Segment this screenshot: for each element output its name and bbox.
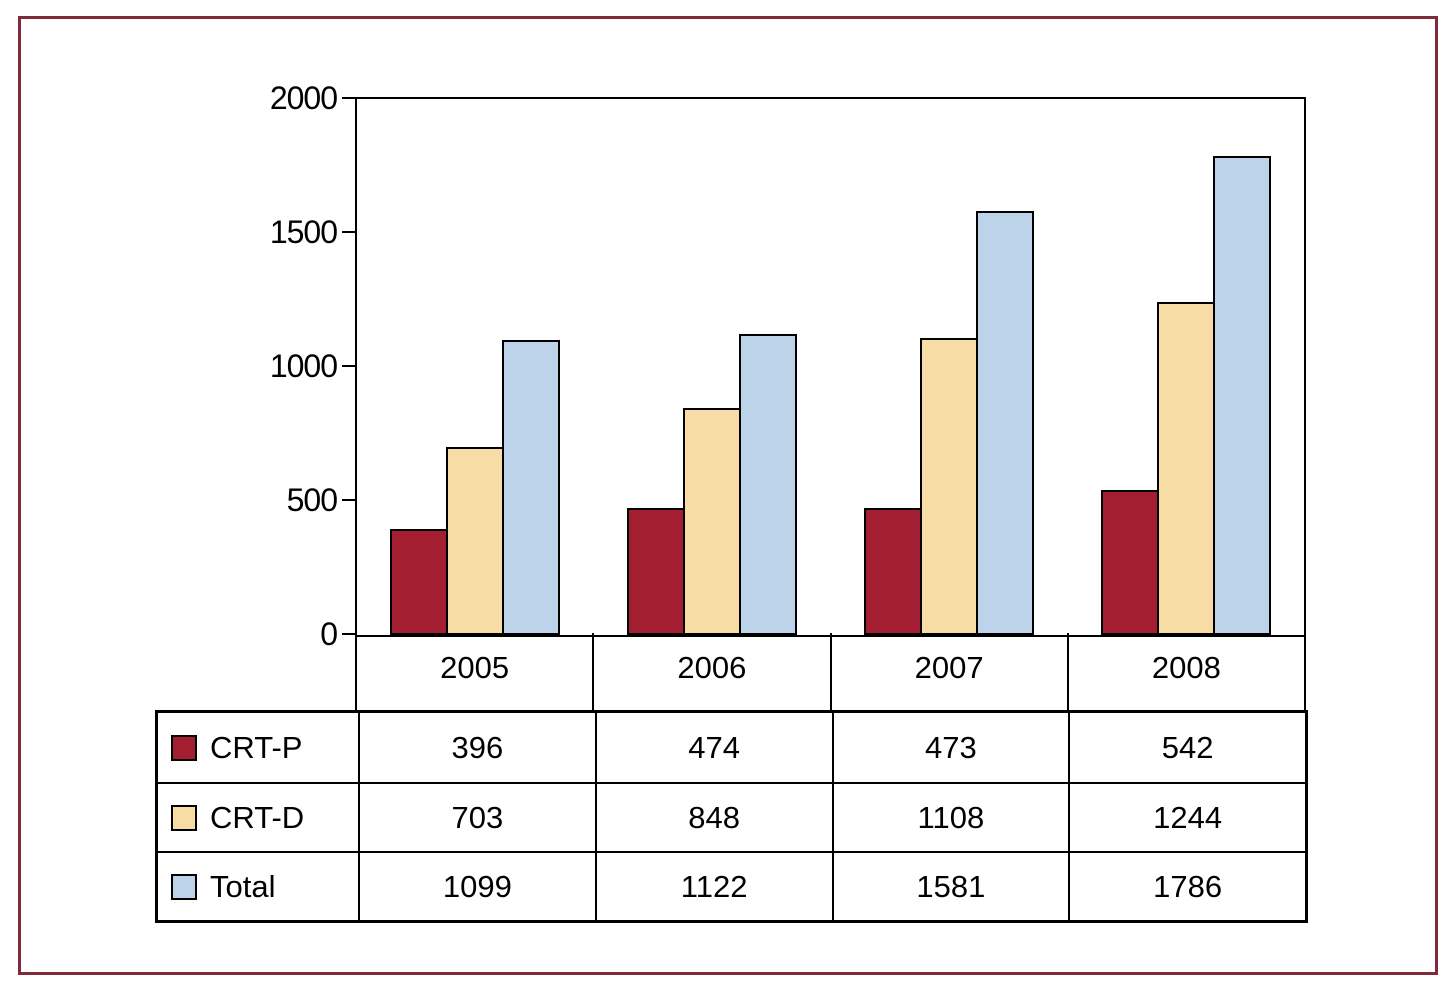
- x-axis-category-2005: 2005: [357, 633, 595, 710]
- bar-crt-p-2008: [1101, 490, 1159, 635]
- y-axis-label: 1500: [269, 214, 338, 250]
- y-axis-tick-mark: [342, 633, 355, 635]
- y-axis-label: 500: [286, 482, 338, 518]
- bar-crt-d-2006: [683, 408, 741, 635]
- table-value-cell: 1581: [831, 851, 1069, 920]
- legend-label: CRT-P: [210, 729, 303, 765]
- table-legend-cell-crt-d: CRT-D: [158, 782, 358, 851]
- data-table: CRT-P 396 474 473 542 CRT-D 703 848 1108 1244 Tota…: [155, 710, 1308, 923]
- bar-total-2005: [502, 340, 560, 635]
- plot-area: [355, 97, 1306, 637]
- table-value-cell: 1122: [594, 851, 832, 920]
- bar-crt-p-2006: [627, 508, 685, 635]
- figure-frame: 2005 2006 2007 2008 CRT-P 396 474 473 542 CRT-D 7…: [18, 16, 1438, 975]
- table-value-cell: 703: [358, 782, 595, 851]
- x-axis-category-2007: 2007: [832, 633, 1069, 710]
- y-axis-tick-mark: [342, 365, 355, 367]
- bar-crt-d-2007: [920, 338, 978, 635]
- y-axis-label: 0: [320, 616, 338, 652]
- table-value-cell: 473: [831, 713, 1069, 782]
- y-axis-tick-mark: [342, 231, 355, 233]
- table-value-cell: 1108: [831, 782, 1069, 851]
- y-axis-label: 2000: [269, 80, 338, 116]
- x-axis-category-2008: 2008: [1151, 649, 1221, 685]
- legend-label: Total: [210, 868, 276, 904]
- bar-crt-p-2007: [864, 508, 922, 635]
- bar-total-2006: [739, 334, 797, 635]
- x-axis-category-row: 2005 2006 2007 2008: [355, 633, 1306, 710]
- y-axis-tick-mark: [342, 499, 355, 501]
- table-value-cell: 1099: [358, 851, 595, 920]
- x-axis-category-2006: 2006: [594, 633, 832, 710]
- bar-crt-d-2005: [446, 447, 504, 635]
- bar-crt-p-2005: [390, 529, 448, 635]
- table-value-cell: 396: [358, 713, 595, 782]
- table-value-cell: 542: [1068, 713, 1305, 782]
- y-axis-tick-mark: [342, 97, 355, 99]
- table-value-cell: 1786: [1068, 851, 1305, 920]
- bar-total-2007: [976, 211, 1034, 635]
- legend-label: CRT-D: [210, 799, 305, 835]
- y-axis-label: 1000: [269, 348, 338, 384]
- table-legend-cell-crt-p: CRT-P: [158, 713, 358, 782]
- legend-swatch-crt-d: [171, 804, 197, 831]
- bar-total-2008: [1213, 156, 1271, 635]
- table-value-cell: 474: [594, 713, 832, 782]
- table-legend-cell-total: Total: [158, 851, 358, 920]
- legend-swatch-crt-p: [171, 734, 197, 761]
- legend-swatch-total: [171, 873, 197, 900]
- bar-crt-d-2008: [1157, 302, 1215, 635]
- table-value-cell: 848: [594, 782, 832, 851]
- table-value-cell: 1244: [1068, 782, 1305, 851]
